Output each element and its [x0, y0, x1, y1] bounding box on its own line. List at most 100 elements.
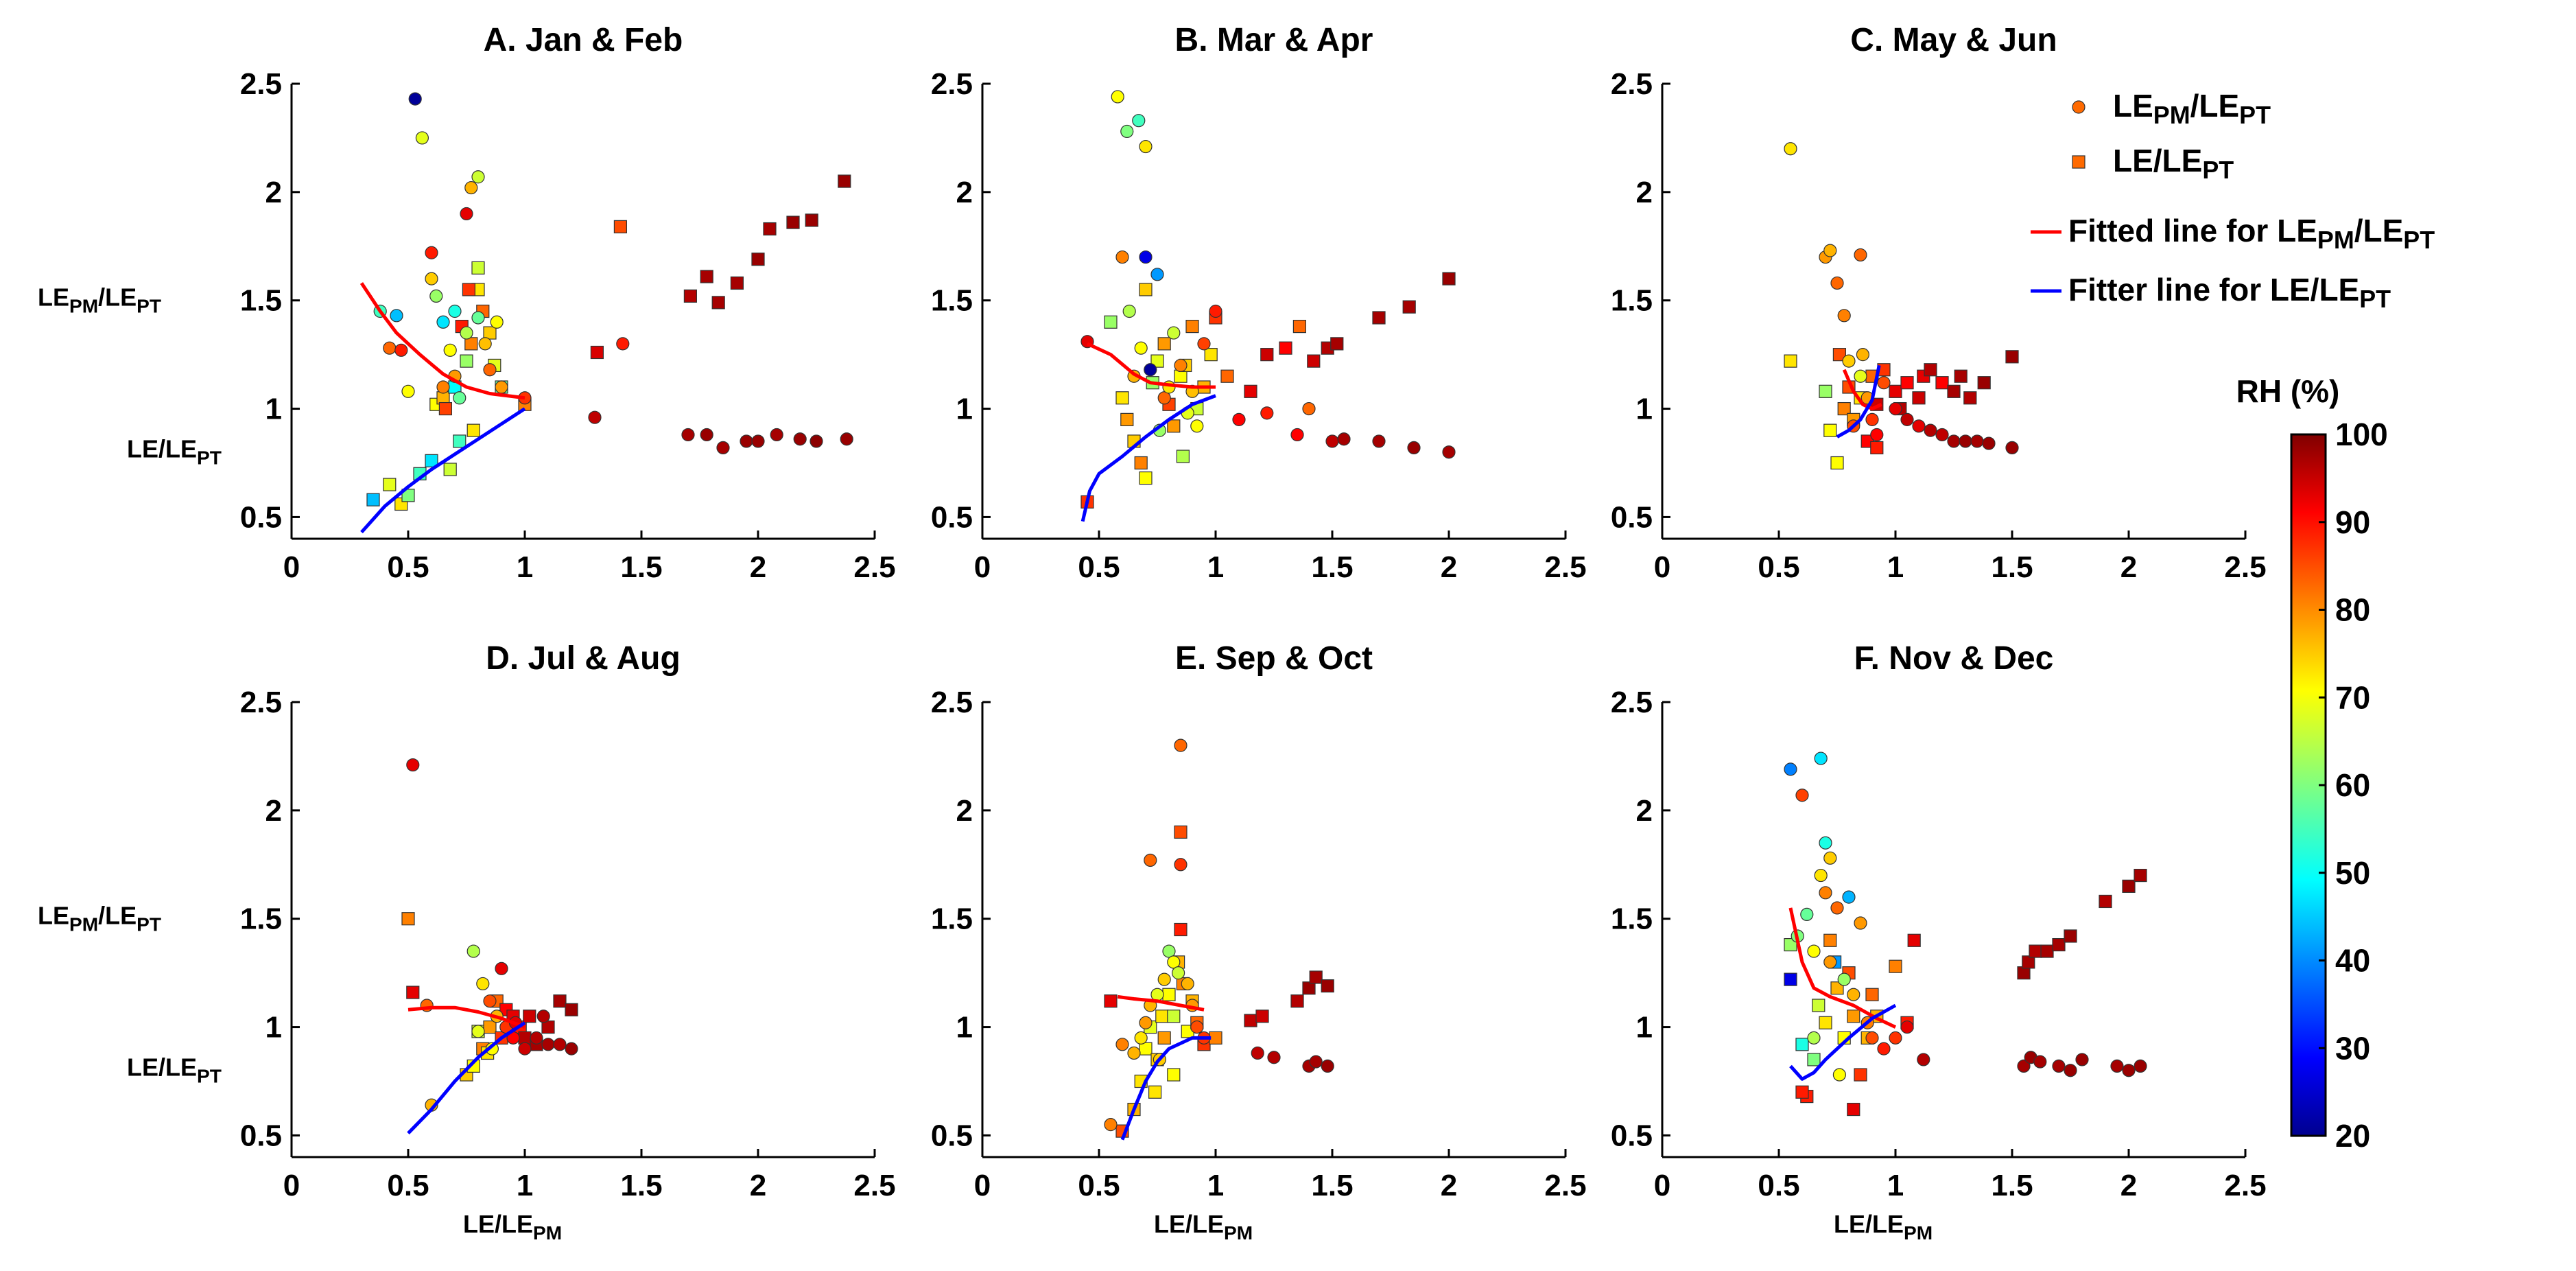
circle-point: [1115, 1038, 1129, 1051]
x-tick-label: 2.5: [2224, 1169, 2266, 1202]
square-point: [1290, 994, 1304, 1008]
square-point: [1321, 979, 1334, 993]
legend-circle-marker: [2072, 100, 2085, 114]
square-point: [1139, 471, 1153, 485]
square-point: [1309, 970, 1323, 984]
circle-point: [1814, 751, 1828, 765]
circle-point: [1407, 441, 1421, 455]
circle-point: [1167, 326, 1181, 340]
square-point: [406, 986, 420, 999]
square-point: [1837, 401, 1851, 416]
colorbar-tick-label: 90: [2335, 504, 2370, 540]
circle-point: [406, 758, 420, 772]
square-point: [2029, 944, 2042, 958]
circle-point: [2005, 441, 2019, 455]
circle-point: [471, 311, 485, 325]
circle-point: [415, 131, 429, 145]
y-tick-label: 2: [265, 176, 282, 209]
fit-line-blue: [1836, 364, 1881, 439]
square-point: [1255, 1010, 1269, 1023]
circle-point: [1190, 1020, 1204, 1034]
square-point: [1832, 348, 1846, 362]
circle-point: [1900, 1020, 1914, 1034]
y-tick-label: 0.5: [931, 1119, 973, 1152]
square-point: [1947, 384, 1961, 398]
legend-label: Fitted line for LEPM/LEPT: [2068, 213, 2435, 254]
circle-point: [1122, 304, 1136, 318]
square-point: [2052, 937, 2066, 952]
x-tick-label: 0.5: [1758, 1169, 1799, 1202]
y-tick-label: 0.5: [1611, 1119, 1653, 1152]
colorbar-tick-label: 100: [2335, 417, 2388, 452]
y-tick-label: 1: [1636, 393, 1653, 426]
fit-line-red: [407, 1005, 525, 1029]
circle-point: [1197, 337, 1211, 351]
x-tick-label: 1.5: [1991, 1169, 2033, 1202]
circle-point: [2064, 1064, 2077, 1077]
circle-point: [1181, 977, 1194, 991]
square-point: [1847, 1010, 1860, 1023]
y-tick-label: 2: [1636, 176, 1653, 209]
circle-point: [1877, 376, 1891, 390]
fit-line-red: [359, 282, 525, 400]
legend-item-3: Fitter line for LE/LEPT: [2031, 272, 2391, 313]
x-tick-label: 0.5: [387, 1169, 429, 1202]
circle-point: [1139, 1016, 1153, 1029]
circle-point: [1823, 955, 1837, 969]
circle-point: [2075, 1053, 2089, 1066]
colorbar: RH (%) 100 90 80 70 60 50 40 30 20: [2236, 373, 2388, 1154]
square-point: [1900, 376, 1914, 390]
square-point: [1204, 348, 1218, 362]
circle-point: [1442, 445, 1456, 459]
circle-point: [1157, 972, 1171, 986]
circle-point: [425, 272, 438, 285]
x-tick-label: 2.5: [853, 1169, 895, 1202]
square-point: [1174, 825, 1187, 839]
circle-point: [1115, 250, 1129, 264]
circle-point: [1302, 401, 1316, 416]
circle-point: [1321, 1059, 1334, 1073]
circle-point: [1947, 434, 1961, 448]
circle-point: [553, 1038, 567, 1051]
x-axis-label: LE/LEPM: [463, 1210, 562, 1244]
circle-point: [1865, 412, 1879, 426]
circle-point: [1150, 988, 1164, 1001]
circle-point: [1877, 1042, 1891, 1056]
circle-point: [541, 1038, 555, 1051]
circle-point: [1842, 354, 1856, 368]
square-point: [1912, 391, 1926, 405]
circle-point: [466, 944, 480, 958]
x-tick-label: 0: [283, 1169, 300, 1202]
square-point: [565, 1003, 578, 1016]
square-point: [2134, 868, 2147, 883]
x-tick-label: 1: [1887, 1169, 1904, 1202]
square-point: [1889, 959, 1902, 973]
y-tick-label: 1.5: [931, 284, 973, 318]
square-point: [1977, 376, 1991, 390]
square-point: [462, 283, 476, 296]
circle-point: [2134, 1059, 2147, 1073]
square-point: [805, 213, 818, 227]
square-point: [1823, 933, 1837, 947]
square-point: [1292, 320, 1307, 334]
square-point: [1155, 1010, 1169, 1023]
circle-point: [536, 1010, 550, 1023]
circle-point: [478, 337, 492, 351]
square-point: [1260, 348, 1274, 362]
x-tick-label: 0: [1654, 1169, 1670, 1202]
circle-point: [1819, 886, 1832, 900]
x-tick-label: 2.5: [853, 550, 895, 584]
y-tick-label: 2.5: [240, 67, 282, 101]
circle-point: [436, 380, 450, 394]
square-point: [366, 493, 380, 506]
y-tick-label: 0.5: [931, 500, 973, 534]
square-point: [2122, 879, 2136, 893]
square-point: [1279, 341, 1292, 355]
legend-square-marker: [2072, 155, 2085, 169]
x-tick-label: 2: [750, 550, 766, 584]
circle-point: [840, 432, 853, 446]
circle-point: [1251, 1046, 1264, 1060]
square-point: [2005, 350, 2019, 364]
circle-point: [1144, 363, 1157, 377]
